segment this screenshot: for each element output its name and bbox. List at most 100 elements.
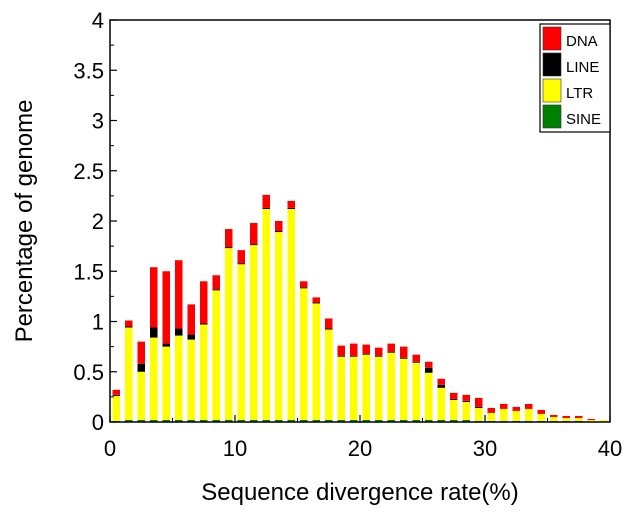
legend-label-line: LINE	[566, 59, 599, 76]
bar-line-27	[450, 398, 458, 400]
legend-label-sine: SINE	[566, 111, 601, 128]
bar-sine-17	[325, 419, 333, 422]
bar-line-22	[387, 351, 395, 353]
bar-line-24	[412, 361, 420, 363]
bar-ltr-30	[487, 412, 495, 421]
legend-label-ltr: LTR	[566, 85, 593, 102]
bar-ltr-24	[412, 362, 420, 420]
bar-ltr-17	[325, 329, 333, 420]
y-axis-title: Percentage of genome	[11, 100, 38, 343]
bar-ltr-38	[587, 419, 595, 422]
bar-dna-11	[250, 223, 258, 245]
bar-line-3	[150, 327, 158, 338]
bar-ltr-32	[512, 410, 520, 421]
bar-ltr-26	[437, 387, 445, 420]
bar-line-1	[125, 326, 133, 328]
bar-sine-9	[225, 419, 233, 422]
bar-line-5	[175, 328, 183, 336]
bar-line-11	[250, 244, 258, 246]
bar-dna-31	[500, 403, 508, 409]
bar-dna-1	[125, 320, 133, 327]
bar-dna-2	[137, 341, 145, 364]
y-axis: 0 0.5 1 1.5 2 2.5 3 3.5 4	[73, 8, 117, 435]
bar-dna-5	[175, 260, 183, 329]
bar-line-25	[425, 367, 433, 373]
bar-dna-19	[350, 343, 358, 356]
bar-dna-36	[562, 415, 570, 418]
bar-sine-6	[187, 419, 195, 422]
y-tick-label: 3	[92, 109, 104, 134]
bar-dna-6	[187, 304, 195, 335]
bar-dna-28	[462, 394, 470, 401]
bar-line-9	[225, 247, 233, 249]
bar-dna-23	[400, 346, 408, 358]
bar-dna-0	[112, 389, 120, 395]
bar-ltr-7	[200, 324, 208, 420]
bar-ltr-18	[337, 356, 345, 420]
bar-ltr-11	[250, 245, 258, 420]
bar-sine-2	[137, 419, 145, 422]
bar-sine-5	[175, 419, 183, 422]
bar-sine-23	[400, 419, 408, 422]
bar-ltr-10	[237, 264, 245, 420]
bar-dna-4	[162, 271, 170, 344]
bar-dna-14	[287, 200, 295, 208]
bar-dna-26	[437, 378, 445, 385]
bar-line-7	[200, 323, 208, 325]
bar-ltr-12	[262, 208, 270, 420]
x-tick-label: 40	[598, 436, 622, 461]
bar-line-14	[287, 207, 295, 209]
bar-sine-15	[300, 419, 308, 422]
y-tick-label: 1	[92, 310, 104, 335]
bar-sine-11	[250, 419, 258, 422]
bar-ltr-37	[575, 417, 583, 421]
y-tick-label: 3.5	[73, 58, 104, 83]
bar-sine-3	[150, 419, 158, 422]
bar-sine-7	[200, 419, 208, 422]
bar-dna-22	[387, 343, 395, 352]
bar-line-28	[462, 400, 470, 402]
bar-sine-27	[450, 419, 458, 422]
bar-ltr-21	[375, 356, 383, 420]
bar-dna-37	[575, 415, 583, 418]
y-tick-label: 0.5	[73, 360, 104, 385]
bar-ltr-34	[537, 413, 545, 421]
bar-sine-28	[462, 419, 470, 422]
legend-label-dna: DNA	[566, 33, 598, 50]
bar-sine-20	[362, 419, 370, 422]
bar-sine-14	[287, 419, 295, 422]
bar-ltr-35	[550, 416, 558, 421]
bar-dna-32	[512, 406, 520, 411]
bar-dna-9	[225, 229, 233, 248]
bar-sine-24	[412, 419, 420, 422]
bar-dna-13	[275, 221, 283, 232]
bar-line-29	[475, 406, 483, 408]
bar-line-23	[400, 357, 408, 359]
bar-ltr-13	[275, 232, 283, 420]
bar-dna-27	[450, 392, 458, 399]
bar-sine-18	[337, 419, 345, 422]
bar-sine-21	[375, 419, 383, 422]
x-tick-label: 30	[473, 436, 497, 461]
bar-dna-20	[362, 344, 370, 354]
bar-ltr-9	[225, 248, 233, 420]
bar-dna-8	[212, 275, 220, 290]
bar-line-17	[325, 328, 333, 330]
bar-line-21	[375, 355, 383, 357]
x-axis: 0 10 20 30 40	[104, 415, 622, 461]
bar-sine-16	[312, 419, 320, 422]
bar-ltr-2	[137, 371, 145, 420]
bar-line-8	[212, 289, 220, 291]
legend-swatch-dna	[542, 26, 562, 51]
bar-ltr-6	[187, 339, 195, 420]
bar-ltr-8	[212, 290, 220, 420]
bar-ltr-1	[125, 327, 133, 420]
x-tick-label: 0	[104, 436, 116, 461]
y-tick-label: 4	[92, 8, 104, 33]
legend-swatch-sine	[542, 104, 562, 129]
bar-line-10	[237, 263, 245, 265]
bar-ltr-0	[112, 395, 120, 421]
bar-sine-8	[212, 419, 220, 422]
bars-layer	[112, 194, 608, 422]
